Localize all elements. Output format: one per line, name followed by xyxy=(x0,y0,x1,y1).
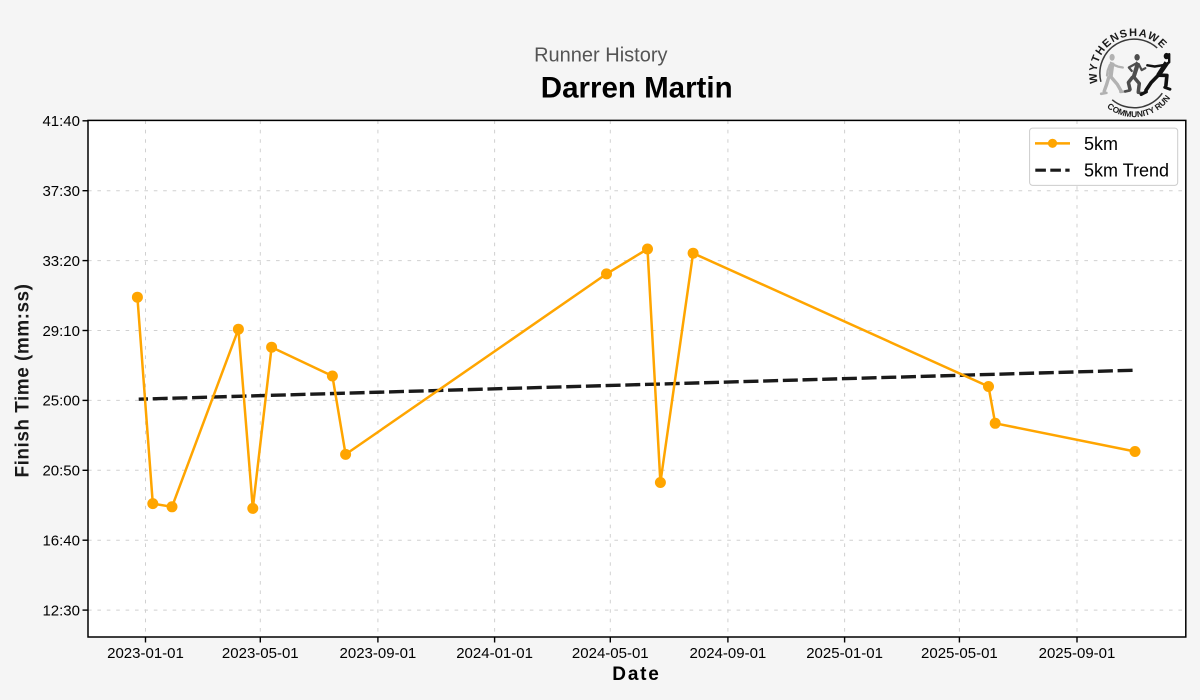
svg-text:2024-01-01: 2024-01-01 xyxy=(456,645,533,662)
svg-text:2024-09-01: 2024-09-01 xyxy=(690,645,767,662)
svg-text:25:00: 25:00 xyxy=(42,393,80,410)
svg-text:Darren Martin: Darren Martin xyxy=(541,72,733,105)
svg-text:2023-01-01: 2023-01-01 xyxy=(107,645,184,662)
svg-text:2025-01-01: 2025-01-01 xyxy=(806,645,883,662)
svg-text:37:30: 37:30 xyxy=(42,183,80,200)
svg-text:2023-05-01: 2023-05-01 xyxy=(222,645,299,662)
svg-text:41:40: 41:40 xyxy=(42,113,80,130)
svg-text:5km Trend: 5km Trend xyxy=(1084,161,1169,181)
svg-text:33:20: 33:20 xyxy=(42,253,80,270)
svg-text:2024-05-01: 2024-05-01 xyxy=(572,645,649,662)
svg-text:29:10: 29:10 xyxy=(42,323,80,340)
svg-text:Date: Date xyxy=(612,664,660,685)
svg-text:2023-09-01: 2023-09-01 xyxy=(340,645,417,662)
svg-text:5km: 5km xyxy=(1084,134,1118,154)
svg-text:Finish Time (mm:ss): Finish Time (mm:ss) xyxy=(13,284,34,478)
svg-text:20:50: 20:50 xyxy=(42,463,80,480)
svg-text:16:40: 16:40 xyxy=(42,533,80,550)
svg-text:12:30: 12:30 xyxy=(42,602,80,619)
svg-text:Runner History: Runner History xyxy=(534,45,667,67)
svg-text:2025-05-01: 2025-05-01 xyxy=(921,645,998,662)
svg-text:2025-09-01: 2025-09-01 xyxy=(1039,645,1116,662)
